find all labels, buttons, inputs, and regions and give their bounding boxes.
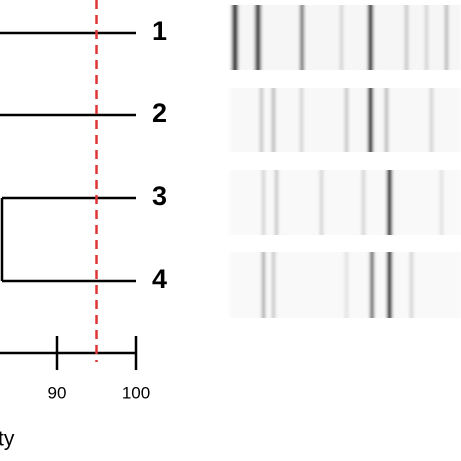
leaf-label: 4 xyxy=(152,264,167,294)
dendrogram-branches xyxy=(0,31,136,283)
lane-1 xyxy=(230,5,461,70)
leaf-labels: 1 2 3 4 xyxy=(152,16,167,294)
leaf-label: 1 xyxy=(152,16,167,46)
similarity-axis: 90 100 xyxy=(0,336,150,402)
axis-label: ty xyxy=(0,428,15,451)
gel-lanes xyxy=(230,5,461,318)
lane-3 xyxy=(230,170,461,235)
tick-label: 100 xyxy=(122,383,150,402)
tick-label: 90 xyxy=(48,383,67,402)
lane-2 xyxy=(230,88,461,152)
leaf-label: 3 xyxy=(152,181,167,211)
lane-4 xyxy=(230,252,461,318)
leaf-label: 2 xyxy=(152,98,167,128)
